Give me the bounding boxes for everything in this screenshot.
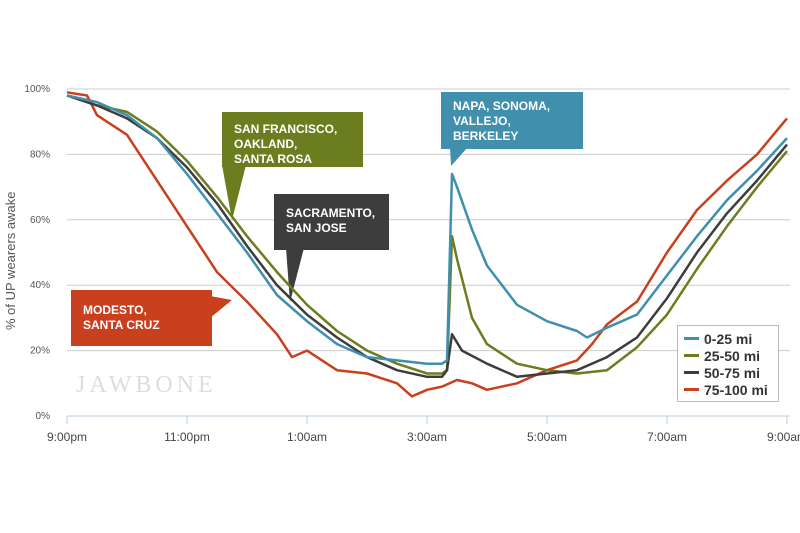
x-tick-label: 9:00am [767, 430, 800, 444]
legend-swatch [684, 354, 699, 357]
y-tick-label: 40% [30, 280, 50, 291]
legend-swatch [684, 371, 699, 374]
series-line-75-100-mi [66, 91, 788, 398]
y-tick-label: 0% [36, 411, 51, 422]
series-lines [66, 91, 788, 398]
y-axis-label: % of UP wearers awake [3, 192, 18, 331]
legend: 0-25 mi 25-50 mi 50-75 mi 75-100 mi [677, 325, 779, 402]
callout-pointers [210, 147, 468, 318]
callout-pointer [450, 147, 468, 166]
x-tick-label: 1:00am [287, 430, 327, 444]
x-ticks: 9:00pm 11:00pm 1:00am 3:00am 5:00am 7:00am 9:0… [47, 416, 800, 444]
callout-pointer [210, 296, 232, 318]
x-tick-label: 7:00am [647, 430, 687, 444]
y-tick-label: 20% [30, 346, 50, 357]
series-line-0-25-mi [66, 94, 788, 365]
legend-item: 25-50 mi [684, 347, 778, 364]
x-tick-label: 11:00pm [164, 430, 210, 444]
x-tick-label: 9:00pm [47, 430, 87, 444]
callout-modesto: MODESTO, SANTA CRUZ [71, 290, 212, 346]
legend-item: 0-25 mi [684, 330, 778, 347]
legend-item: 50-75 mi [684, 364, 778, 381]
y-tick-label: 80% [30, 149, 50, 160]
callout-sacramento: SACRAMENTO, SAN JOSE [274, 194, 389, 250]
callout-napa: NAPA, SONOMA, VALLEJO, BERKELEY [441, 92, 583, 149]
grid [67, 88, 790, 417]
y-tick-label: 100% [24, 84, 50, 95]
y-ticks: 0% 20% 40% 60% 80% 100% [24, 84, 50, 422]
y-tick-label: 60% [30, 215, 50, 226]
callout-pointer [286, 248, 304, 302]
x-tick-label: 5:00am [527, 430, 567, 444]
series-line-50-75-mi [66, 94, 788, 379]
legend-item: 75-100 mi [684, 381, 778, 398]
legend-swatch [684, 337, 699, 340]
x-tick-label: 3:00am [407, 430, 447, 444]
jawbone-watermark: JAWBONE [76, 372, 217, 398]
callout-pointer [222, 165, 246, 220]
callout-sf-oakland: SAN FRANCISCO, OAKLAND, SANTA ROSA [222, 112, 363, 167]
legend-swatch [684, 388, 699, 391]
